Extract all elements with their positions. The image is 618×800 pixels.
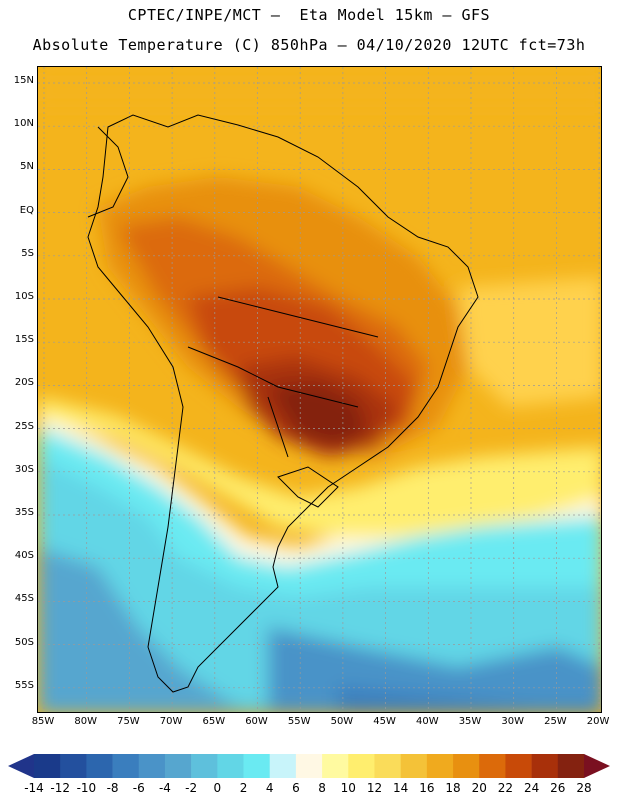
lon-label: 85W — [31, 716, 55, 727]
lat-label: 5N — [20, 161, 34, 173]
colorbar-label: 24 — [523, 781, 540, 795]
colorbar-cell — [400, 754, 428, 778]
lat-label: 25S — [14, 420, 34, 432]
lon-label: 70W — [159, 716, 183, 727]
temperature-map — [37, 66, 602, 713]
colorbar-label: 4 — [265, 781, 274, 795]
lat-label: 50S — [14, 636, 34, 648]
colorbar-label: -2 — [185, 781, 198, 795]
colorbar-cell — [348, 754, 375, 778]
map-subtitle: Absolute Temperature (C) 850hPa – 04/10/… — [32, 36, 586, 54]
map-title: CPTEC/INPE/MCT – Eta Model 15km – GFS — [127, 6, 491, 24]
lat-label: 35S — [14, 507, 34, 518]
colorbar-label: 10 — [340, 781, 356, 795]
colorbar-label: -10 — [76, 781, 97, 795]
colorbar-label: 6 — [292, 781, 300, 795]
colorbar-cell — [479, 754, 506, 778]
colorbar-label: -6 — [132, 781, 145, 795]
lat-label: 40S — [14, 550, 34, 562]
lon-label: 40W — [415, 716, 439, 727]
colorbar-cell — [34, 754, 61, 778]
colorbar-cell — [191, 754, 218, 778]
map-canvas — [38, 67, 601, 712]
lon-label: 20W — [586, 716, 610, 727]
colorbar-cell — [557, 754, 585, 778]
temperature-shading — [38, 67, 601, 712]
colorbar-cell — [164, 754, 192, 778]
colorbar-cell — [217, 754, 244, 778]
lat-label: 15S — [14, 334, 34, 346]
colorbar-cell — [269, 754, 297, 778]
colorbar-cells — [34, 754, 585, 778]
colorbar-low-arrow — [8, 754, 34, 778]
colorbar-cell — [86, 754, 113, 778]
colorbar-label: -12 — [50, 781, 70, 795]
colorbar-label: 14 — [393, 781, 409, 795]
colorbar-cell — [295, 754, 323, 778]
colorbar-label: -4 — [158, 781, 171, 795]
colorbar-cell — [453, 754, 480, 778]
colorbar-cell — [60, 754, 87, 778]
lon-label: 60W — [245, 716, 268, 727]
lon-label: 55W — [287, 716, 311, 727]
lat-label: 10S — [14, 291, 34, 302]
colorbar-cell — [505, 754, 532, 778]
colorbar-label: 20 — [471, 781, 487, 795]
colorbar-label: 0 — [213, 781, 222, 795]
lat-label: 55S — [14, 679, 34, 691]
lat-label: 10N — [13, 118, 34, 130]
graticule — [38, 67, 601, 712]
lat-label: EQ — [19, 204, 34, 216]
colorbar-cell — [112, 754, 140, 778]
colorbar-label: 28 — [576, 781, 592, 795]
lat-label: 15N — [13, 75, 34, 86]
lon-label: 80W — [74, 716, 97, 727]
colorbar-label: -8 — [106, 781, 119, 795]
colorbar-label: 2 — [239, 781, 248, 795]
lon-label: 65W — [202, 716, 226, 727]
colorbar-label: 12 — [366, 781, 383, 795]
colorbar-cell — [138, 754, 166, 778]
colorbar-cell — [426, 754, 454, 778]
lon-label: 30W — [501, 716, 524, 727]
lat-label: 5S — [21, 247, 34, 259]
lat-label: 20S — [14, 377, 34, 389]
colorbar — [8, 754, 610, 778]
lat-label: 45S — [14, 593, 34, 605]
colorbar-cell — [374, 754, 401, 778]
colorbar-label: 18 — [445, 781, 461, 795]
lon-label: 75W — [117, 716, 140, 727]
colorbar-label: 8 — [318, 781, 326, 795]
colorbar-cell — [243, 754, 271, 778]
lon-label: 25W — [544, 716, 567, 727]
colorbar-cell — [531, 754, 559, 778]
lon-label: 35W — [458, 716, 482, 727]
colorbar-high-arrow — [584, 754, 610, 778]
lon-label: 45W — [373, 716, 396, 727]
lat-label: 30S — [14, 463, 34, 475]
colorbar-label: -14 — [24, 781, 44, 795]
lon-label: 50W — [330, 716, 354, 727]
coastlines — [87, 114, 479, 693]
colorbar-cell — [322, 754, 349, 778]
colorbar-label: 16 — [419, 781, 435, 795]
colorbar-label: 22 — [497, 781, 514, 795]
colorbar-label: 26 — [550, 781, 566, 795]
